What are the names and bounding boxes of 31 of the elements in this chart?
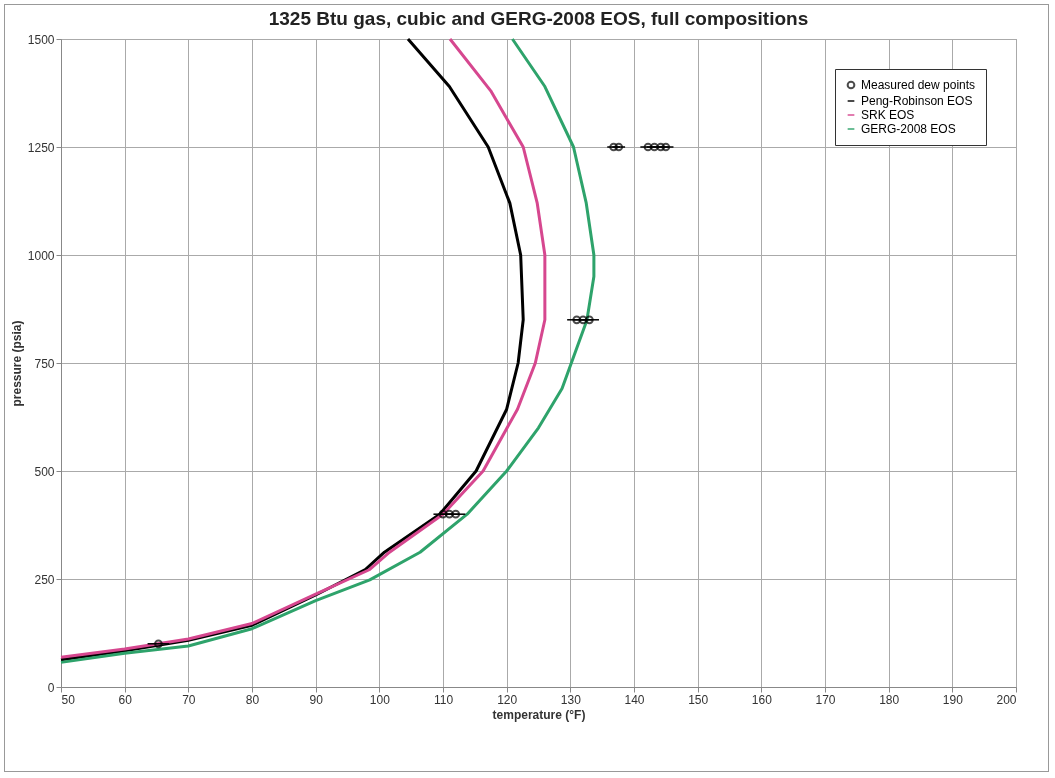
y-tick-label: 250 xyxy=(34,572,55,587)
point xyxy=(154,639,163,649)
x-tick-label: 120 xyxy=(497,692,518,707)
legend-label: GERG-2008 EOS xyxy=(861,122,956,136)
x-tick-label: 90 xyxy=(309,692,324,707)
legend-label: SRK EOS xyxy=(861,108,915,122)
y-axis-title: pressure (psia) xyxy=(9,320,24,407)
y-tick-label: 1500 xyxy=(27,32,55,47)
x-tick-label: 160 xyxy=(751,692,773,707)
x-axis-title: temperature (°F) xyxy=(492,707,586,722)
x-tick-label: 60 xyxy=(118,692,133,707)
y-tick-label: 750 xyxy=(34,356,55,371)
x-tick-label: 80 xyxy=(245,692,260,707)
x-tick-label: 100 xyxy=(369,692,391,707)
y-tick-label: 1250 xyxy=(27,140,55,155)
x-tick-label: 130 xyxy=(560,692,582,707)
y-tick-label: 500 xyxy=(34,464,55,479)
x-tick-label: 180 xyxy=(879,692,900,707)
y-tick-label: 0 xyxy=(47,680,55,695)
x-tick-label: 70 xyxy=(182,692,196,707)
x-tick-label: 110 xyxy=(433,692,454,707)
x-tick-label: 190 xyxy=(942,692,964,707)
x-tick-label: 200 xyxy=(996,692,1017,707)
x-tick-label: 170 xyxy=(815,692,836,707)
x-tick-label: 50 xyxy=(61,692,76,707)
x-tick-label: 140 xyxy=(624,692,645,707)
legend-label: Measured dew points xyxy=(861,78,976,92)
legend-label: Peng-Robinson EOS xyxy=(861,94,973,108)
chart-title: 1325 Btu gas, cubic and GERG-2008 EOS, full compositions xyxy=(268,8,809,29)
x-tick-label: 150 xyxy=(688,692,709,707)
y-tick-label: 1000 xyxy=(27,248,55,263)
